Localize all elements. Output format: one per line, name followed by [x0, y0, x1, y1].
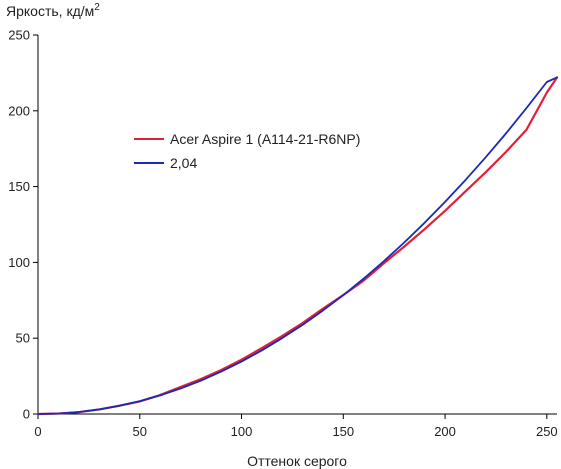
y-tick-label: 250 [8, 28, 30, 43]
x-tick-label: 0 [34, 424, 41, 439]
x-axis-title: Оттенок серого [247, 453, 347, 469]
series-line-gamma [37, 76, 558, 415]
y-axis-title-text: Яркость, кд/м [6, 3, 94, 19]
y-ticks: 0 50 100 150 200 250 [8, 28, 38, 422]
series-line-acer [36, 76, 559, 416]
series-layer [36, 76, 559, 416]
axes [37, 35, 557, 415]
y-axis-title: Яркость, кд/м2 [6, 2, 100, 19]
legend: Acer Aspire 1 (A114-21-R6NP) 2,04 [134, 131, 360, 171]
x-tick-label: 150 [332, 424, 354, 439]
y-tick-label: 50 [16, 331, 30, 346]
x-tick-label: 100 [231, 424, 253, 439]
x-tick-label: 250 [536, 424, 558, 439]
y-tick-label: 100 [8, 255, 30, 270]
y-tick-label: 200 [8, 103, 30, 118]
x-ticks: 0 50 100 150 200 250 [34, 414, 558, 439]
y-axis-title-superscript: 2 [94, 2, 100, 13]
legend-label-gamma: 2,04 [170, 155, 197, 171]
y-tick-label: 150 [8, 179, 30, 194]
x-tick-label: 200 [434, 424, 456, 439]
y-tick-label: 0 [23, 407, 30, 422]
legend-label-acer: Acer Aspire 1 (A114-21-R6NP) [170, 131, 360, 147]
x-tick-label: 50 [133, 424, 147, 439]
